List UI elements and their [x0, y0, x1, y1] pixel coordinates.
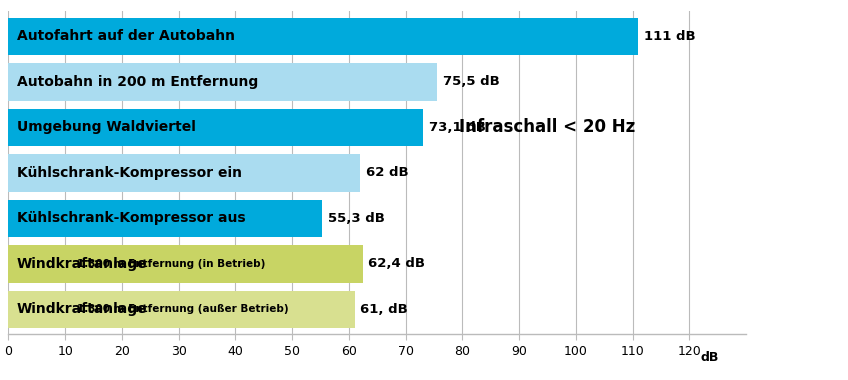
Text: Autofahrt auf der Autobahn: Autofahrt auf der Autobahn [17, 29, 235, 43]
Text: 62 dB: 62 dB [366, 166, 409, 179]
Text: 75,5 dB: 75,5 dB [443, 75, 499, 89]
Text: Windkraftanlage: Windkraftanlage [17, 302, 148, 317]
Text: Autobahn in 200 m Entfernung: Autobahn in 200 m Entfernung [17, 75, 259, 89]
Text: 62,4 dB: 62,4 dB [368, 257, 426, 271]
Bar [8, 291, 354, 328]
Bar [8, 154, 360, 192]
Text: Windkraftanlage: Windkraftanlage [17, 257, 148, 271]
Text: 111 dB: 111 dB [644, 30, 695, 43]
Bar [8, 109, 423, 146]
Bar [8, 63, 437, 101]
Text: 73,1 dB: 73,1 dB [429, 121, 486, 134]
Text: 1.300 m Entfernung (außer Betrieb): 1.300 m Entfernung (außer Betrieb) [76, 304, 288, 314]
Text: dB: dB [700, 351, 719, 364]
Text: Umgebung Waldviertel: Umgebung Waldviertel [17, 120, 196, 135]
Bar [8, 200, 322, 237]
Text: 55,3 dB: 55,3 dB [328, 212, 385, 225]
Text: Kühlschrank-Kompressor aus: Kühlschrank-Kompressor aus [17, 211, 246, 225]
Text: 61, dB: 61, dB [360, 303, 408, 316]
Text: Infraschall < 20 Hz: Infraschall < 20 Hz [460, 119, 636, 136]
Text: 1.300 m Entfernung (in Betrieb): 1.300 m Entfernung (in Betrieb) [76, 259, 265, 269]
Text: Kühlschrank-Kompressor ein: Kühlschrank-Kompressor ein [17, 166, 242, 180]
Bar [8, 245, 363, 283]
Bar [8, 18, 639, 55]
